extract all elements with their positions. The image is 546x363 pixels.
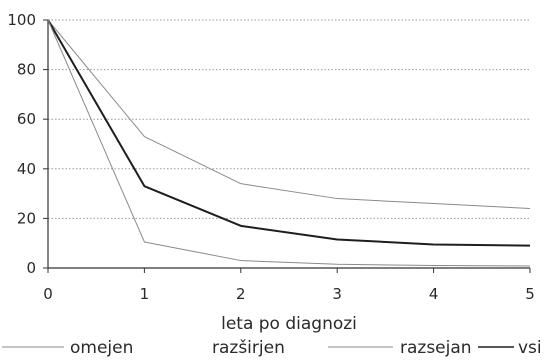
- x-tick-label-1: 1: [140, 285, 150, 303]
- x-tick-label-0: 0: [43, 285, 53, 303]
- y-tick-label-100: 100: [7, 11, 36, 29]
- y-tick-label-80: 80: [17, 61, 36, 79]
- x-tick-label-5: 5: [525, 285, 535, 303]
- x-tick-label-2: 2: [236, 285, 246, 303]
- y-tick-label-20: 20: [17, 209, 36, 227]
- axes: [43, 19, 531, 273]
- legend-label-omejen: omejen: [70, 338, 133, 358]
- x-axis-title: leta po diagnozi: [221, 314, 357, 334]
- series-line-razsejan: [47, 19, 531, 267]
- y-tick-labels: 0 20 40 60 80 100: [7, 11, 36, 277]
- legend-label-razširjen: razširjen: [212, 338, 285, 358]
- series-line-omejen: [47, 19, 531, 209]
- series-line-razširjen: [47, 19, 531, 247]
- legend-label-razsejan: razsejan: [400, 338, 472, 358]
- y-tick-label-60: 60: [17, 110, 36, 128]
- y-tick-label-0: 0: [26, 259, 36, 277]
- legend: omejen razširjen razsejan vsi: [2, 338, 542, 358]
- x-tick-label-3: 3: [332, 285, 342, 303]
- x-tick-labels: 0 1 2 3 4 5: [43, 285, 535, 303]
- legend-label-vsi: vsi: [518, 338, 542, 358]
- grid-lines: [48, 19, 530, 219]
- y-tick-label-40: 40: [17, 160, 36, 178]
- x-tick-label-4: 4: [429, 285, 439, 303]
- series-lines: [47, 19, 531, 267]
